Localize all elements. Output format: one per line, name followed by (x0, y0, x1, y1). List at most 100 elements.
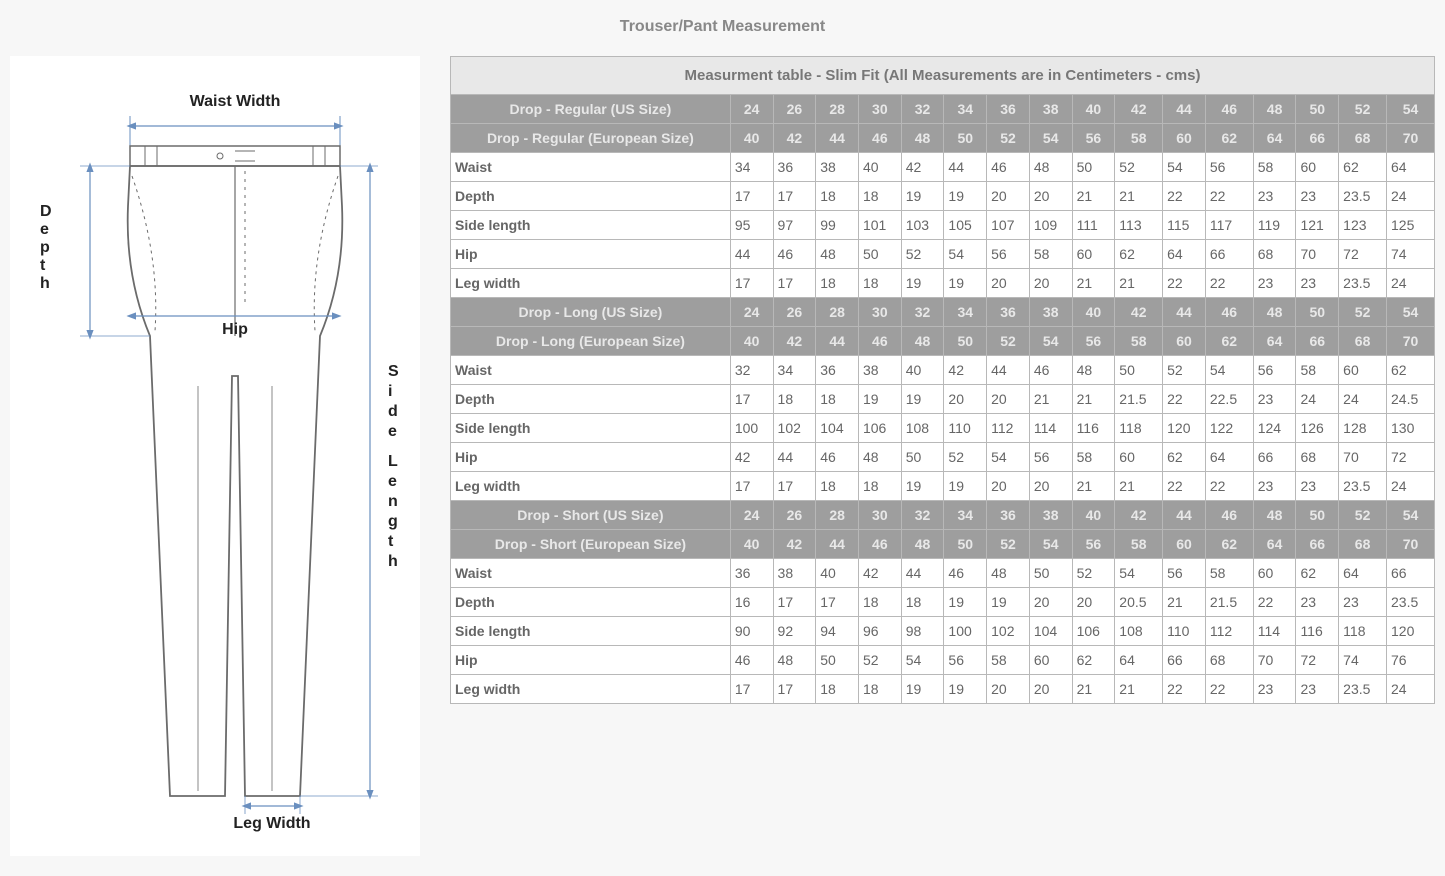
size-header-cell: 64 (1253, 530, 1296, 559)
size-header-cell: 48 (1253, 95, 1296, 124)
data-cell: 23 (1253, 675, 1296, 704)
size-header-cell: 42 (1115, 298, 1163, 327)
data-cell: 58 (1205, 559, 1253, 588)
data-cell: 19 (901, 269, 944, 298)
data-cell: 46 (1029, 356, 1072, 385)
data-cell: 102 (773, 414, 816, 443)
size-header-cell: 52 (987, 327, 1030, 356)
label-depth-e: e (40, 221, 49, 238)
page-title: Trouser/Pant Measurement (0, 18, 1445, 36)
data-cell: 116 (1072, 414, 1115, 443)
data-cell: 64 (1163, 240, 1206, 269)
size-header-cell: 58 (1115, 327, 1163, 356)
data-cell: 52 (1072, 559, 1115, 588)
data-cell: 100 (730, 414, 773, 443)
data-cell: 40 (816, 559, 859, 588)
size-header-cell: 44 (1163, 95, 1206, 124)
data-cell: 19 (944, 269, 987, 298)
data-cell: 46 (730, 646, 773, 675)
data-cell: 20 (1029, 182, 1072, 211)
data-cell: 62 (1296, 559, 1339, 588)
row-label: Depth (451, 588, 731, 617)
size-header-cell: 44 (1163, 501, 1206, 530)
size-header-cell: 52 (1339, 298, 1387, 327)
data-cell: 34 (730, 153, 773, 182)
data-cell: 64 (1115, 646, 1163, 675)
data-cell: 68 (1296, 443, 1339, 472)
data-cell: 123 (1339, 211, 1387, 240)
size-header-cell: 50 (944, 327, 987, 356)
row-label: Side length (451, 211, 731, 240)
data-cell: 24 (1339, 385, 1387, 414)
size-header-cell: 44 (816, 530, 859, 559)
data-cell: 116 (1296, 617, 1339, 646)
size-header-cell: 70 (1387, 124, 1435, 153)
size-header-eu-label: Drop - Regular (European Size) (451, 124, 731, 153)
size-header-cell: 24 (730, 501, 773, 530)
data-cell: 42 (944, 356, 987, 385)
size-header-cell: 56 (1072, 124, 1115, 153)
size-header-us-label: Drop - Long (US Size) (451, 298, 731, 327)
label-waist-width: Waist Width (190, 93, 281, 110)
data-cell: 124 (1253, 414, 1296, 443)
size-header-cell: 28 (816, 95, 859, 124)
size-header-cell: 68 (1339, 530, 1387, 559)
data-cell: 48 (858, 443, 901, 472)
data-cell: 54 (987, 443, 1030, 472)
data-cell: 105 (944, 211, 987, 240)
data-cell: 42 (858, 559, 901, 588)
size-header-cell: 28 (816, 298, 859, 327)
size-header-cell: 40 (1072, 501, 1115, 530)
data-cell: 19 (944, 675, 987, 704)
data-cell: 60 (1296, 153, 1339, 182)
data-cell: 17 (773, 675, 816, 704)
data-cell: 18 (858, 269, 901, 298)
data-cell: 18 (816, 472, 859, 501)
data-cell: 64 (1339, 559, 1387, 588)
data-cell: 18 (816, 269, 859, 298)
data-cell: 112 (987, 414, 1030, 443)
data-cell: 23.5 (1339, 269, 1387, 298)
size-header-cell: 40 (730, 530, 773, 559)
trouser-diagram: Waist Width D e p t (20, 76, 410, 836)
data-cell: 36 (773, 153, 816, 182)
data-cell: 48 (816, 240, 859, 269)
size-header-cell: 46 (1205, 298, 1253, 327)
row-label: Side length (451, 414, 731, 443)
data-cell: 46 (816, 443, 859, 472)
data-cell: 60 (1339, 356, 1387, 385)
table-row: Waist32343638404244464850525456586062 (451, 356, 1435, 385)
row-label: Hip (451, 240, 731, 269)
size-header-cell: 48 (1253, 501, 1296, 530)
data-cell: 20 (1072, 588, 1115, 617)
data-cell: 62 (1115, 240, 1163, 269)
data-cell: 18 (858, 472, 901, 501)
data-cell: 125 (1387, 211, 1435, 240)
size-header-cell: 58 (1115, 530, 1163, 559)
data-cell: 62 (1339, 153, 1387, 182)
data-cell: 17 (773, 269, 816, 298)
data-cell: 23.5 (1387, 588, 1435, 617)
size-header-cell: 48 (901, 124, 944, 153)
data-cell: 22 (1205, 182, 1253, 211)
table-row: Waist34363840424446485052545658606264 (451, 153, 1435, 182)
data-cell: 56 (1205, 153, 1253, 182)
size-header-cell: 54 (1387, 298, 1435, 327)
data-cell: 40 (858, 153, 901, 182)
row-label: Leg width (451, 269, 731, 298)
measurement-table: Measurment table - Slim Fit (All Measure… (450, 56, 1435, 704)
data-cell: 106 (858, 414, 901, 443)
size-header-cell: 54 (1029, 327, 1072, 356)
data-cell: 72 (1387, 443, 1435, 472)
data-cell: 72 (1296, 646, 1339, 675)
size-header-cell: 54 (1387, 501, 1435, 530)
size-header-cell: 44 (816, 124, 859, 153)
data-cell: 92 (773, 617, 816, 646)
size-header-cell: 66 (1296, 530, 1339, 559)
table-caption: Measurment table - Slim Fit (All Measure… (451, 57, 1435, 95)
size-header-cell: 34 (944, 298, 987, 327)
data-cell: 22.5 (1205, 385, 1253, 414)
size-header-cell: 56 (1072, 327, 1115, 356)
data-cell: 36 (730, 559, 773, 588)
data-cell: 21 (1115, 472, 1163, 501)
